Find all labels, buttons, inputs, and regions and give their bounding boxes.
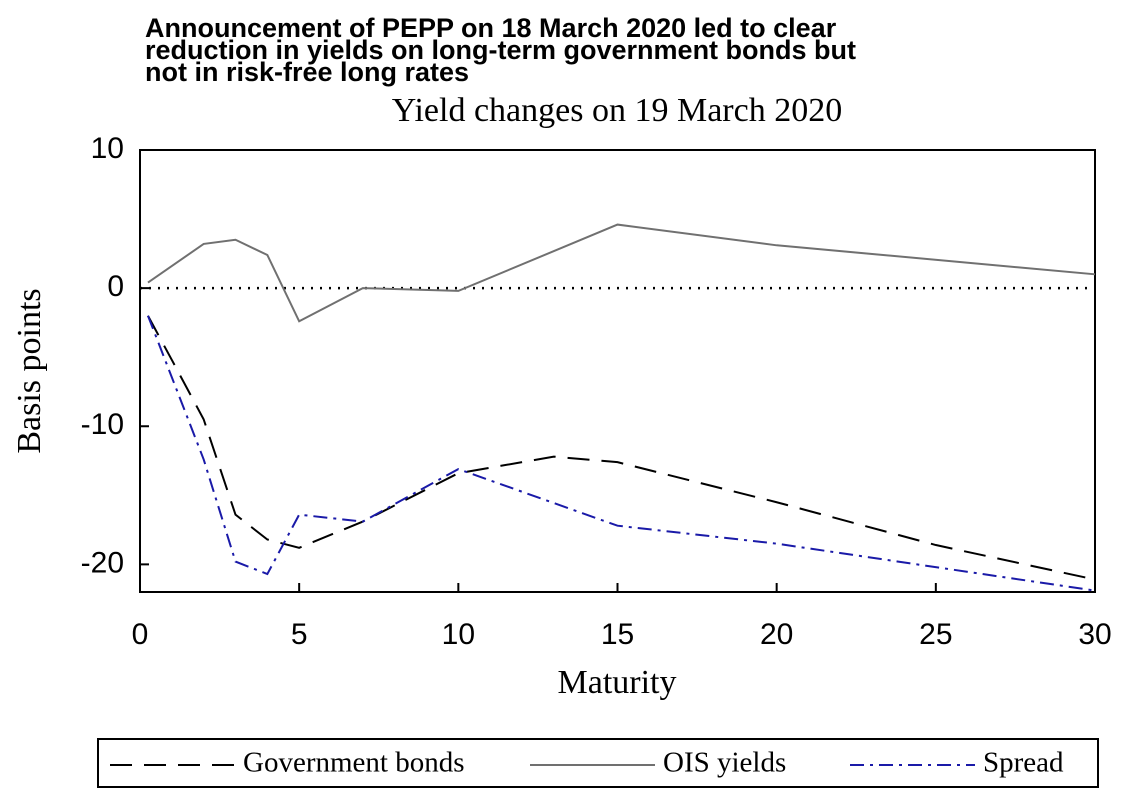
x-tick-label: 30 xyxy=(1078,618,1111,651)
y-axis-label: Basis points xyxy=(11,288,48,453)
series-line xyxy=(147,315,1096,581)
x-tick-label: 10 xyxy=(442,618,475,651)
series-line xyxy=(147,315,1096,592)
chart-title: not in risk-free long rates xyxy=(145,57,469,87)
legend-label: OIS yields xyxy=(663,747,786,779)
x-tick-label: 25 xyxy=(919,618,952,651)
chart-title: reduction in yields on long-term governm… xyxy=(145,35,856,65)
x-tick-label: 20 xyxy=(760,618,793,651)
legend-box xyxy=(97,738,1099,788)
x-tick-label: 5 xyxy=(291,618,308,651)
x-tick-label: 15 xyxy=(601,618,634,651)
y-tick-label: 0 xyxy=(107,270,124,303)
x-tick-label: 0 xyxy=(132,618,149,651)
legend-label: Spread xyxy=(983,747,1064,779)
y-tick-label: -20 xyxy=(81,546,124,579)
y-tick-label: -10 xyxy=(81,408,124,441)
y-tick-label: 10 xyxy=(91,132,124,165)
series-line xyxy=(147,223,1096,323)
chart-subtitle: Yield changes on 19 March 2020 xyxy=(392,92,842,129)
chart-title: Announcement of PEPP on 18 March 2020 le… xyxy=(145,13,837,43)
x-axis-label: Maturity xyxy=(558,664,677,701)
legend-label: Government bonds xyxy=(243,747,465,779)
